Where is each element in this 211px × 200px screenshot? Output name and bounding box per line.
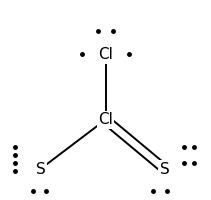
Text: S: S — [160, 162, 170, 177]
Text: Cl: Cl — [98, 112, 113, 127]
Text: S: S — [35, 162, 45, 177]
Text: Cl: Cl — [98, 47, 113, 62]
